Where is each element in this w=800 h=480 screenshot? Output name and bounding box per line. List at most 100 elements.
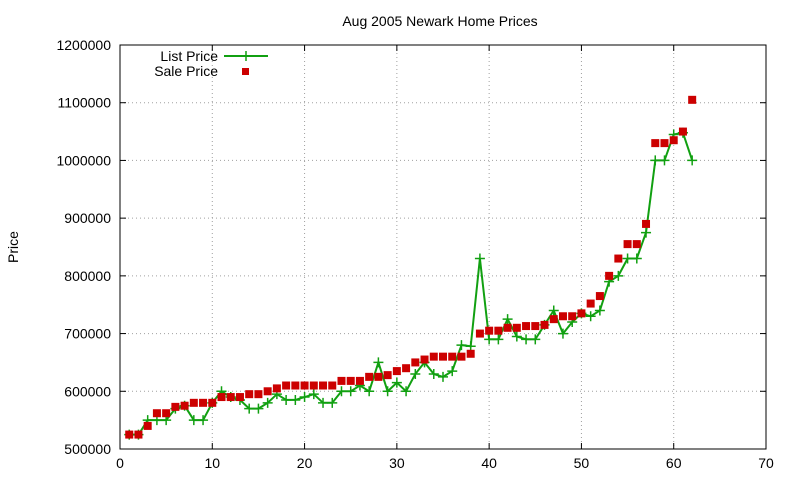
y-tick-label: 1100000 bbox=[58, 95, 112, 111]
point-sale-price bbox=[688, 95, 697, 104]
point-sale-price bbox=[411, 358, 420, 367]
point-sale-price bbox=[272, 384, 281, 393]
point-sale-price bbox=[522, 322, 531, 331]
point-sale-price bbox=[143, 421, 152, 430]
point-sale-price bbox=[448, 352, 457, 361]
x-tick-label: 50 bbox=[574, 455, 590, 471]
grid-lines bbox=[120, 45, 766, 449]
point-sale-price bbox=[152, 409, 161, 418]
legend-label-list-price: List Price bbox=[160, 48, 218, 64]
point-list-price bbox=[613, 270, 624, 281]
point-sale-price bbox=[337, 376, 346, 385]
point-list-price bbox=[253, 403, 264, 414]
point-list-price bbox=[641, 227, 652, 238]
point-sale-price bbox=[503, 323, 512, 332]
y-tick-label: 800000 bbox=[64, 268, 111, 284]
point-list-price bbox=[410, 368, 421, 379]
point-sale-price bbox=[309, 381, 318, 390]
point-sale-price bbox=[642, 219, 651, 228]
point-sale-price bbox=[125, 430, 134, 439]
point-list-price bbox=[327, 397, 338, 408]
point-list-price bbox=[650, 155, 661, 166]
point-sale-price bbox=[226, 393, 235, 402]
point-sale-price bbox=[614, 254, 623, 263]
point-list-price bbox=[474, 253, 485, 264]
point-sale-price bbox=[291, 381, 300, 390]
point-sale-price bbox=[235, 393, 244, 402]
point-list-price bbox=[345, 386, 356, 397]
tick-labels: 0 10 20 30 40 50 60 70 500000 600000 700000 800000 9… bbox=[56, 37, 774, 471]
point-sale-price bbox=[623, 240, 632, 249]
point-list-price bbox=[262, 397, 273, 408]
point-sale-price bbox=[558, 312, 567, 321]
point-list-price bbox=[281, 394, 292, 405]
point-sale-price bbox=[328, 381, 337, 390]
point-sale-price bbox=[660, 139, 669, 148]
point-list-price bbox=[548, 305, 559, 316]
point-list-price bbox=[594, 305, 605, 316]
legend: List Price Sale Price bbox=[154, 48, 268, 79]
point-sale-price bbox=[217, 393, 226, 402]
point-sale-price bbox=[568, 312, 577, 321]
x-tick-label: 40 bbox=[481, 455, 497, 471]
point-list-price bbox=[493, 334, 504, 345]
y-tick-label: 1200000 bbox=[56, 37, 111, 53]
data-series bbox=[124, 95, 698, 440]
point-list-price bbox=[521, 334, 532, 345]
point-list-price bbox=[511, 331, 522, 342]
axes bbox=[119, 44, 767, 450]
point-sale-price bbox=[485, 326, 494, 335]
point-sale-price bbox=[475, 329, 484, 338]
point-sale-price bbox=[392, 367, 401, 376]
point-list-price bbox=[622, 253, 633, 264]
point-sale-price bbox=[586, 299, 595, 308]
point-sale-price bbox=[669, 136, 678, 145]
point-sale-price bbox=[466, 349, 475, 358]
point-list-price bbox=[188, 415, 199, 426]
plot-frame bbox=[119, 44, 767, 450]
chart-title: Aug 2005 Newark Home Prices bbox=[342, 13, 537, 29]
point-sale-price bbox=[678, 127, 687, 136]
point-sale-price bbox=[263, 387, 272, 396]
point-list-price bbox=[391, 377, 402, 388]
y-tick-label: 1000000 bbox=[56, 152, 111, 168]
point-list-price bbox=[585, 311, 596, 322]
point-sale-price bbox=[300, 381, 309, 390]
point-sale-price bbox=[346, 376, 355, 385]
point-list-price bbox=[530, 334, 541, 345]
x-tick-label: 10 bbox=[204, 455, 220, 471]
point-list-price bbox=[290, 394, 301, 405]
point-list-price bbox=[299, 392, 310, 403]
point-sale-price bbox=[595, 292, 604, 301]
point-list-price bbox=[557, 328, 568, 339]
point-sale-price bbox=[282, 381, 291, 390]
point-list-price bbox=[465, 341, 476, 352]
x-tick-label: 0 bbox=[116, 455, 124, 471]
point-sale-price bbox=[383, 371, 392, 380]
point-list-price bbox=[198, 415, 209, 426]
point-sale-price bbox=[319, 381, 328, 390]
point-sale-price bbox=[245, 390, 254, 399]
point-list-price bbox=[244, 403, 255, 414]
x-tick-label: 70 bbox=[758, 455, 774, 471]
point-sale-price bbox=[171, 402, 180, 411]
point-sale-price bbox=[162, 409, 171, 418]
point-sale-price bbox=[199, 398, 208, 407]
y-axis-label: Price bbox=[5, 231, 21, 263]
point-sale-price bbox=[402, 364, 411, 373]
point-sale-price bbox=[540, 320, 549, 329]
point-sale-price bbox=[651, 139, 660, 148]
x-tick-label: 20 bbox=[297, 455, 313, 471]
legend-marker-list-price bbox=[241, 51, 251, 61]
point-sale-price bbox=[439, 352, 447, 361]
point-list-price bbox=[438, 371, 448, 382]
point-sale-price bbox=[632, 240, 641, 249]
point-list-price bbox=[456, 340, 467, 351]
point-sale-price bbox=[254, 390, 263, 399]
y-tick-label: 900000 bbox=[64, 210, 111, 226]
point-sale-price bbox=[180, 401, 189, 410]
y-tick-label: 600000 bbox=[64, 383, 111, 399]
point-list-price bbox=[631, 253, 642, 264]
point-sale-price bbox=[531, 322, 540, 331]
legend-label-sale-price: Sale Price bbox=[154, 63, 218, 79]
